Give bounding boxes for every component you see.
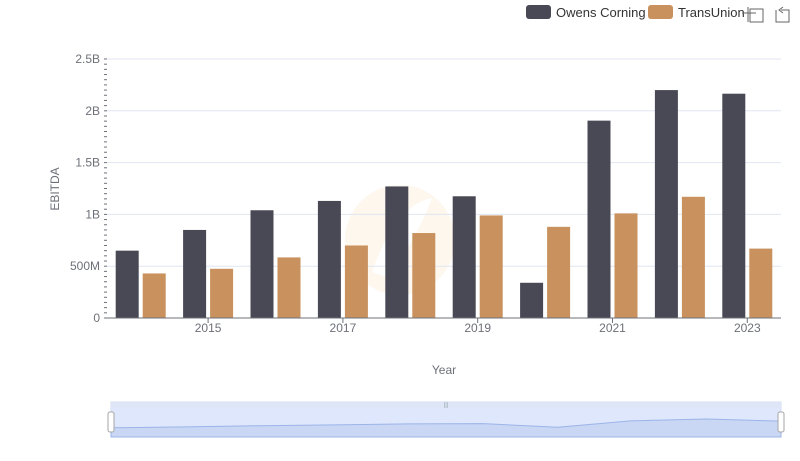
x-axis-ticks: 2015 2017 2019 2021 2023 [195, 318, 761, 335]
y-tick-label: 2.5B [75, 52, 100, 66]
y-axis-title: EBITDA [48, 167, 62, 210]
legend-label-transunion: TransUnion [678, 5, 745, 20]
y-tick-label: 0 [93, 311, 100, 325]
data-zoom-top-bar[interactable] [111, 402, 781, 408]
data-zoom-handle-left[interactable] [107, 411, 115, 433]
y-tick-label: 1.5B [75, 156, 100, 170]
bar-transunion-2018[interactable] [412, 233, 436, 318]
bar-transunion-2015[interactable] [210, 268, 234, 318]
x-tick-label: 2015 [195, 321, 222, 335]
y-tick-label: 2B [85, 104, 100, 118]
bar-transunion-2021[interactable] [614, 213, 638, 318]
bar-owens-corning-2020[interactable] [520, 282, 544, 318]
zoom-select-icon[interactable] [742, 7, 764, 23]
y-tick-label: 500M [70, 259, 100, 273]
bar-owens-corning-2022[interactable] [654, 90, 678, 318]
bars [115, 90, 773, 319]
data-zoom-slider[interactable]: ||| [107, 401, 785, 438]
x-axis-title: Year [432, 363, 456, 377]
legend-swatch-owens-corning [526, 5, 551, 19]
y-tick-label: 1B [85, 207, 100, 221]
zoom-reset-icon[interactable] [775, 6, 790, 23]
bar-transunion-2016[interactable] [277, 257, 301, 318]
bar-owens-corning-2016[interactable] [250, 210, 274, 318]
x-tick-label: 2023 [734, 321, 761, 335]
bar-owens-corning-2017[interactable] [317, 200, 341, 318]
legend-item-owens-corning[interactable]: Owens Corning [526, 5, 646, 20]
x-tick-label: 2021 [599, 321, 626, 335]
bar-owens-corning-2021[interactable] [587, 120, 611, 318]
x-tick-label: 2017 [330, 321, 357, 335]
bar-owens-corning-2019[interactable] [452, 196, 476, 318]
bar-transunion-2022[interactable] [681, 196, 705, 318]
legend-swatch-transunion [648, 5, 673, 19]
data-zoom-grip-icon: ||| [444, 403, 449, 409]
data-zoom-handle-right[interactable] [777, 411, 785, 433]
y-axis-minor-ticks [104, 58, 107, 319]
bar-owens-corning-2015[interactable] [183, 229, 207, 318]
legend: Owens Corning TransUnion [526, 5, 745, 20]
bar-owens-corning-2014[interactable] [115, 250, 139, 318]
bar-transunion-2020[interactable] [547, 226, 571, 318]
y-axis-ticks: 0 500M 1B 1.5B 2B 2.5B [70, 52, 100, 325]
legend-item-transunion[interactable]: TransUnion [648, 5, 745, 20]
bar-transunion-2023[interactable] [749, 248, 773, 318]
bar-transunion-2019[interactable] [479, 215, 503, 318]
bar-transunion-2017[interactable] [344, 245, 368, 318]
bar-transunion-2014[interactable] [142, 273, 166, 318]
x-tick-label: 2019 [464, 321, 491, 335]
bar-owens-corning-2023[interactable] [722, 93, 746, 319]
bar-owens-corning-2018[interactable] [385, 186, 409, 318]
legend-label-owens-corning: Owens Corning [556, 5, 646, 20]
